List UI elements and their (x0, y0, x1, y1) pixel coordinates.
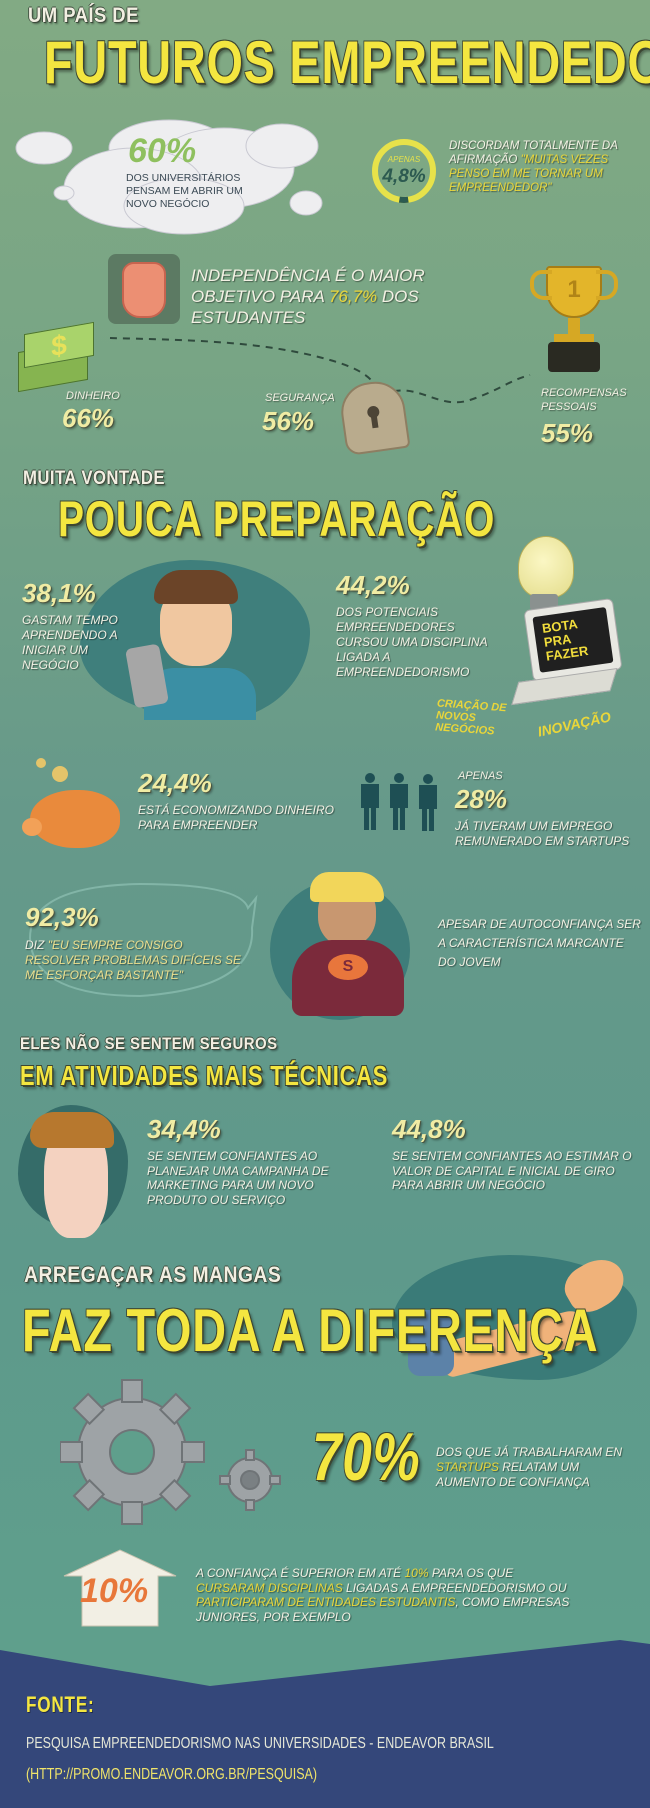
confidence-text-a: DIZ (25, 938, 45, 952)
dashed-path (109, 337, 531, 404)
independence-percent: 76,7% (328, 287, 378, 306)
laptop-label-innovation: INOVAÇÃO (536, 708, 613, 740)
goal-label-money: DINHEIRO (66, 390, 120, 402)
startup-confidence-text-b: RELATAM UM AUMENTO DE CONFIANÇA (436, 1460, 590, 1489)
ring-gauge (372, 139, 436, 203)
sleeve-illustration (408, 1310, 454, 1376)
superior-highlight-2: CURSARAM DISCIPLINAS (196, 1580, 343, 1595)
section2-title: POUCA PREPARAÇÃO (58, 491, 496, 547)
hero-hair (310, 872, 384, 902)
confidence-percent: 92,3% (25, 902, 99, 932)
people-icon (358, 772, 442, 832)
goal-label-rewards: RECOMPENSAS PESSOAIS (541, 387, 627, 413)
independence-text-b: DOS ESTUDANTES (191, 287, 419, 327)
gears-icon (60, 1379, 281, 1525)
section4-title: FAZ TODA A DIFERENÇA (22, 1297, 599, 1364)
superior-text-2: PARA OS QUE (431, 1566, 514, 1580)
ring-percent: 4,8% (382, 166, 426, 187)
learning-text: GASTAM TEMPO APRENDENDO A INICIAR UM NEG… (22, 613, 118, 672)
superior-highlight-1: 10% (404, 1566, 429, 1580)
startups-text: JÁ TIVERAM UM EMPREGO REMUNERADO EM STAR… (455, 819, 630, 848)
laptop-label-new-business: CRIAÇÃO DE NOVOS NEGÓCIOS (434, 697, 507, 738)
footer-label: FONTE: (26, 1692, 95, 1717)
piggy-bank-icon (22, 790, 120, 848)
coin-icon (36, 758, 46, 768)
lightbulb-icon (518, 536, 574, 598)
hero-emblem: S (328, 954, 368, 980)
goal-percent-rewards: 55% (541, 418, 594, 448)
startups-label: APENAS (458, 770, 503, 782)
confidence-side-text: APESAR DE AUTOCONFIANÇA SER A CARACTERÍS… (438, 917, 641, 969)
independence-text-a: INDEPENDÊNCIA É O MAIOR OBJETIVO PARA (191, 266, 425, 306)
goal-percent-security: 56% (262, 406, 315, 436)
saving-percent: 24,4% (138, 768, 212, 798)
hero-body: S (292, 940, 404, 1016)
cloud-icon (15, 119, 323, 235)
footer-source: PESQUISA EMPREENDEDORISMO NAS UNIVERSIDA… (26, 1735, 494, 1752)
ring-label: APENAS (387, 155, 421, 164)
startup-confidence-text-a: DOS QUE JÁ TRABALHARAM EN (436, 1445, 623, 1459)
cloud-text: DOS UNIVERSITÁRIOS PENSAM EM ABRIR UM NO… (126, 172, 243, 210)
section4-kicker: ARREGAÇAR AS MANGAS (24, 1262, 282, 1287)
superior-text: A CONFIANÇA É SUPERIOR EM ATÉ 10% PARA O… (196, 1566, 581, 1624)
section3-title: EM ATIVIDADES MAIS TÉCNICAS (20, 1060, 389, 1091)
fist-icon (108, 254, 180, 324)
coin-icon (52, 766, 68, 782)
laptop-icon: BOTA PRA FAZER (504, 597, 629, 713)
confidence-quote: "EU SEMPRE CONSIGO RESOLVER PROBLEMAS DI… (25, 938, 242, 982)
goal-percent-money: 66% (62, 403, 115, 433)
trophy-icon: 1 (528, 262, 620, 382)
capital-percent: 44,8% (392, 1114, 466, 1144)
confidence-text: DIZ "EU SEMPRE CONSIGO RESOLVER PROBLEMA… (25, 938, 250, 983)
superior-highlight-3: PARTICIPARAM DE ENTIDADES ESTUDANTIS (196, 1595, 456, 1609)
speech-bubble (29, 882, 258, 998)
page-title: FUTUROS EMPREENDEDORES (44, 29, 650, 96)
section3-kicker: ELES NÃO SE SENTEM SEGUROS (20, 1034, 278, 1053)
worried-face-illustration (30, 1112, 114, 1238)
superior-text-3: LIGADAS A EMPREENDEDORISMO OU (346, 1580, 567, 1595)
goal-label-security: SEGURANÇA (265, 392, 335, 404)
footer-background (0, 1640, 650, 1808)
superior-text-4: , COMO EMPRESAS JUNIORES, POR EXEMPLO (196, 1595, 570, 1624)
ring-text-main: DISCORDAM TOTALMENTE DA AFIRMAÇÃO (449, 140, 618, 166)
learning-percent: 38,1% (22, 578, 96, 608)
footer-url[interactable]: (HTTP://PROMO.ENDEAVOR.ORG.BR/PESQUISA) (26, 1766, 318, 1783)
startup-confidence-highlight: STARTUPS (436, 1460, 499, 1474)
arrow-percent: 10% (80, 1572, 149, 1610)
money-icon: $ (18, 318, 98, 393)
startup-confidence-text: DOS QUE JÁ TRABALHARAM EN STARTUPS RELAT… (436, 1445, 641, 1490)
boy-illustration (125, 568, 260, 720)
startup-confidence-percent: 70% (312, 1419, 421, 1495)
ring-text: DISCORDAM TOTALMENTE DA AFIRMAÇÃO "MUITA… (449, 139, 634, 195)
laptop-screen: BOTA PRA FAZER (532, 607, 614, 673)
startups-percent: 28% (455, 784, 508, 814)
marketing-percent: 34,4% (147, 1114, 221, 1144)
independence-text: INDEPENDÊNCIA É O MAIOR OBJETIVO PARA 76… (191, 265, 471, 328)
discipline-text: DOS POTENCIAIS EMPREENDEDORES CURSOU UMA… (336, 605, 488, 679)
marketing-text: SE SENTEM CONFIANTES AO PLANEJAR UMA CAM… (147, 1149, 329, 1207)
ring-quote: "MUITAS VEZES PENSO EM ME TORNAR UM EMPR… (449, 154, 609, 194)
up-arrow-icon (63, 1549, 177, 1627)
cloud-percent: 60% (128, 132, 197, 170)
saving-text: ESTÁ ECONOMIZANDO DINHEIRO PARA EMPREEND… (138, 803, 335, 832)
capital-text: SE SENTEM CONFIANTES AO ESTIMAR O VALOR … (392, 1149, 632, 1192)
header-kicker: UM PAÍS DE (28, 4, 139, 27)
superior-text-1: A CONFIANÇA É SUPERIOR EM ATÉ (196, 1566, 402, 1580)
discipline-percent: 44,2% (336, 570, 410, 600)
section2-kicker: MUITA VONTADE (23, 468, 165, 489)
